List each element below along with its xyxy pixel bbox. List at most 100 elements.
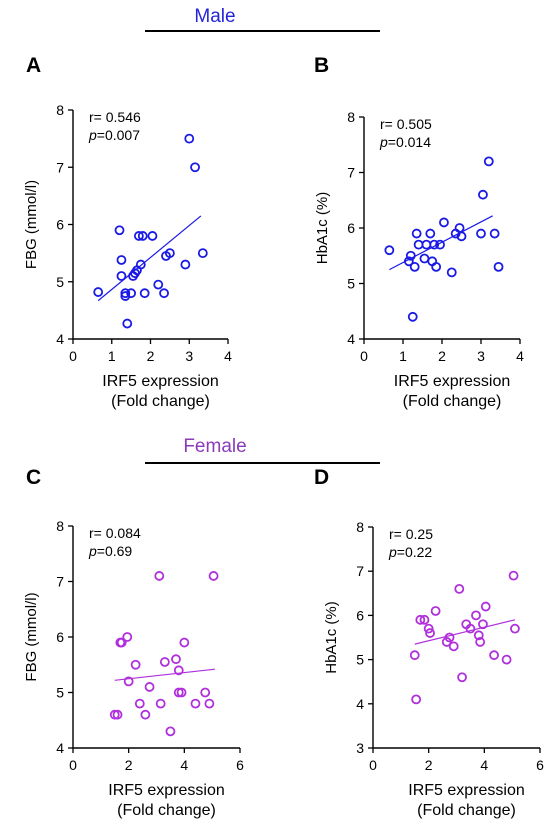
data-point: [475, 637, 486, 647]
data-point: [478, 189, 488, 200]
data-point: [122, 318, 133, 329]
stat-r: r= 0.25: [389, 526, 433, 542]
data-point: [471, 610, 481, 621]
y-axis-label: HbA1c (%): [323, 601, 340, 674]
y-axis-label: HbA1c (%): [314, 192, 331, 265]
data-point: [405, 250, 416, 261]
group-title-female: Female: [183, 436, 247, 457]
data-point: [135, 259, 146, 270]
data-point: [457, 672, 467, 683]
y-tick-label: 5: [347, 276, 355, 292]
x-tick-label: 4: [516, 348, 524, 364]
data-point: [116, 637, 127, 648]
data-point: [116, 255, 127, 265]
y-tick-label: 7: [56, 159, 64, 175]
data-point: [134, 698, 145, 709]
data-point: [164, 248, 175, 259]
data-point: [208, 571, 219, 581]
data-point: [446, 267, 457, 278]
data-point: [130, 659, 141, 670]
x-axis-label: IRF5 expression: [394, 373, 511, 390]
data-point: [197, 248, 208, 259]
panel-letter-b: B: [314, 54, 330, 77]
panel-letter-d: D: [314, 466, 330, 489]
y-axis-label: FBG (mmol/l): [23, 592, 40, 681]
data-point: [180, 259, 191, 270]
data-point: [454, 583, 465, 594]
stat-r: r= 0.084: [89, 525, 141, 541]
y-tick-label: 6: [356, 607, 364, 623]
y-tick-label: 5: [56, 274, 64, 290]
stat-r: r= 0.505: [380, 116, 432, 132]
x-tick-label: 0: [69, 348, 77, 364]
y-tick-label: 7: [56, 574, 64, 590]
data-point: [423, 623, 434, 634]
x-axis-label: IRF5 expression: [102, 373, 219, 390]
data-point: [456, 231, 467, 242]
data-point: [431, 261, 442, 272]
data-point: [176, 687, 187, 698]
x-tick-label: 0: [69, 757, 77, 773]
data-point: [403, 256, 414, 267]
data-point: [190, 162, 200, 173]
x-tick-label: 2: [147, 348, 155, 364]
x-tick-label: 2: [425, 757, 433, 773]
data-point: [137, 231, 148, 241]
x-axis-label: (Fold change): [417, 802, 516, 819]
x-tick-label: 1: [399, 348, 407, 364]
data-point: [510, 623, 520, 634]
data-point: [476, 228, 486, 239]
data-point: [448, 641, 459, 652]
data-point: [425, 628, 435, 638]
data-point: [425, 228, 436, 239]
data-point: [409, 650, 420, 661]
x-tick-label: 4: [180, 757, 188, 773]
group-underline-male: [145, 30, 380, 32]
data-point: [120, 288, 131, 299]
data-point: [139, 288, 150, 299]
group-underline-female: [145, 462, 380, 464]
panel-letter-a: A: [26, 54, 42, 77]
y-axis-label: FBG (mmol/l): [23, 180, 40, 269]
group-title-male: Male: [194, 6, 236, 27]
regression-line: [414, 619, 516, 645]
data-point: [140, 709, 151, 720]
y-tick-label: 5: [356, 652, 364, 668]
data-point: [489, 650, 499, 661]
data-point: [159, 657, 170, 667]
data-point: [480, 601, 491, 612]
data-point: [489, 228, 500, 239]
y-tick-label: 6: [347, 220, 355, 236]
data-point: [93, 287, 104, 297]
data-point: [165, 726, 176, 737]
y-tick-label: 4: [347, 331, 355, 347]
data-point: [384, 245, 395, 256]
data-point: [411, 694, 422, 705]
x-axis-label: IRF5 expression: [108, 782, 225, 799]
y-tick-label: 7: [356, 563, 364, 579]
y-tick-label: 4: [356, 696, 364, 712]
y-tick-label: 4: [56, 740, 64, 756]
regression-line: [389, 215, 493, 271]
data-point: [122, 632, 133, 642]
x-tick-label: 4: [224, 348, 232, 364]
x-axis-label: (Fold change): [117, 802, 216, 819]
data-point: [429, 239, 440, 250]
data-point: [123, 676, 134, 687]
data-point: [159, 288, 169, 299]
y-tick-label: 8: [356, 519, 364, 535]
data-point: [411, 228, 422, 239]
data-point: [473, 630, 484, 641]
data-point: [154, 571, 165, 581]
data-point: [435, 239, 445, 250]
data-point: [184, 133, 195, 144]
regression-line: [97, 215, 202, 302]
x-axis-label: (Fold change): [111, 393, 210, 410]
y-tick-label: 7: [347, 165, 355, 181]
data-point: [483, 156, 494, 167]
data-point: [419, 614, 430, 625]
data-point: [508, 570, 519, 581]
